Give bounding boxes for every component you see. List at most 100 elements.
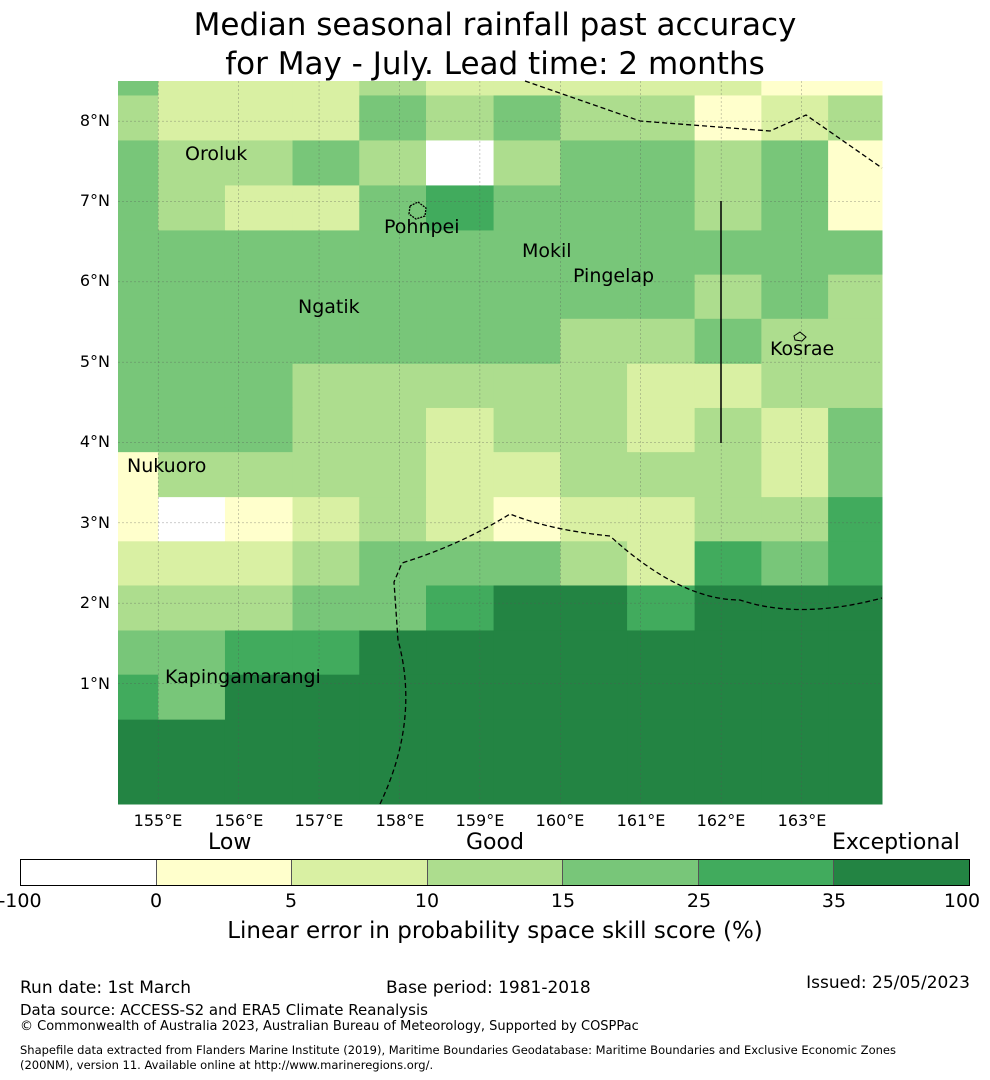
skill-cell xyxy=(118,363,159,409)
shapefile-credit-2: (200NM), version 11. Available online at… xyxy=(20,1058,434,1072)
skill-cell xyxy=(426,95,495,141)
skill-cell xyxy=(158,719,226,805)
skill-cell xyxy=(761,230,829,276)
lat-label: 7°N xyxy=(80,191,110,210)
skill-cell xyxy=(118,719,159,805)
skill-cell xyxy=(493,274,561,320)
colorbar-swatch xyxy=(292,860,428,885)
skill-cell xyxy=(694,185,762,231)
map-gridlines xyxy=(118,81,882,804)
skill-cell xyxy=(426,274,495,320)
skill-cell xyxy=(828,674,883,721)
skill-cell xyxy=(560,407,628,453)
skill-cell xyxy=(627,230,696,276)
skill-cell xyxy=(694,318,762,365)
place-mokil: Mokil xyxy=(522,240,572,262)
skill-cell xyxy=(627,81,696,96)
lat-label: 1°N xyxy=(80,674,110,693)
skill-cell xyxy=(158,81,226,96)
skill-cell xyxy=(158,497,226,542)
skill-cell xyxy=(560,81,628,96)
skill-cell xyxy=(118,318,159,365)
skill-cell xyxy=(761,585,829,631)
colorbar-swatch xyxy=(834,860,970,885)
skill-grid xyxy=(118,81,883,805)
skill-cell xyxy=(292,407,360,453)
skill-cell xyxy=(828,452,883,498)
skill-cell xyxy=(560,185,628,231)
skill-cell xyxy=(224,318,294,365)
skill-cell xyxy=(627,363,696,409)
skill-cell xyxy=(158,630,226,676)
place-kapingamarangi: Kapingamarangi xyxy=(165,666,321,688)
skill-cell xyxy=(359,630,427,676)
place-pingelap: Pingelap xyxy=(573,265,654,287)
colorbar-swatch xyxy=(698,860,835,885)
lat-label: 8°N xyxy=(80,111,110,130)
skill-cell xyxy=(828,719,883,805)
skill-cell xyxy=(158,140,226,186)
skill-cell xyxy=(426,363,495,409)
skill-cell xyxy=(426,81,495,96)
skill-cell xyxy=(224,407,294,453)
colorbar-swatch xyxy=(427,860,564,885)
colorbar-tick: 10 xyxy=(414,890,440,912)
colorbar-title: Linear error in probability space skill … xyxy=(227,918,763,944)
skill-cell xyxy=(292,719,360,805)
skill-cell xyxy=(761,719,829,805)
skill-cell xyxy=(627,318,696,365)
skill-cell xyxy=(118,95,159,141)
skill-cell xyxy=(761,541,829,586)
shapefile-credit-1: Shapefile data extracted from Flanders M… xyxy=(20,1043,896,1057)
skill-cell xyxy=(627,140,696,186)
lon-label: 157°E xyxy=(295,811,344,830)
lat-label: 4°N xyxy=(80,432,110,451)
issued-date: Issued: 25/05/2023 xyxy=(806,973,970,993)
skill-cell xyxy=(118,140,159,186)
skill-cell xyxy=(560,363,628,409)
skill-cell xyxy=(694,95,762,141)
skill-cell xyxy=(828,541,883,586)
skill-cell xyxy=(158,230,226,276)
skill-cell xyxy=(158,185,226,231)
skill-cell xyxy=(694,274,762,320)
skill-cell xyxy=(292,585,360,631)
skill-cell xyxy=(493,140,561,186)
skill-cell xyxy=(224,140,294,186)
skill-cell xyxy=(560,452,628,498)
colorbar-tick: -100 xyxy=(0,890,42,912)
skill-cell xyxy=(292,452,360,498)
skill-cell xyxy=(627,541,696,586)
colorbar-swatch xyxy=(156,860,293,885)
skill-cell xyxy=(828,363,883,409)
skill-cell xyxy=(292,630,360,676)
skill-cell xyxy=(292,497,360,542)
skill-cell xyxy=(828,81,883,96)
skill-cell xyxy=(426,230,495,276)
skill-cell xyxy=(694,585,762,631)
skill-cell xyxy=(761,630,829,676)
skill-cell xyxy=(493,407,561,453)
lon-label: 155°E xyxy=(134,811,183,830)
place-oroluk: Oroluk xyxy=(185,143,247,165)
colorbar-tick: 35 xyxy=(821,890,847,912)
lat-label: 3°N xyxy=(80,513,110,532)
skill-cell xyxy=(761,452,829,498)
skill-cell xyxy=(158,95,226,141)
skill-cell xyxy=(292,230,360,276)
skill-cell xyxy=(359,95,427,141)
skill-cell xyxy=(694,497,762,542)
skill-cell xyxy=(761,318,829,365)
skill-cell xyxy=(560,585,628,631)
colorbar xyxy=(20,859,970,886)
skill-cell xyxy=(694,140,762,186)
skill-cell xyxy=(627,674,696,721)
skill-cell xyxy=(560,497,628,542)
skill-cell xyxy=(761,185,829,231)
skill-cell xyxy=(694,452,762,498)
lat-axis: 8°N 7°N 6°N 5°N 4°N 3°N 2°N 1°N xyxy=(80,111,110,693)
skill-cell xyxy=(828,585,883,631)
skill-cell xyxy=(292,81,360,96)
skill-cell xyxy=(224,497,294,542)
lon-label: 160°E xyxy=(536,811,585,830)
